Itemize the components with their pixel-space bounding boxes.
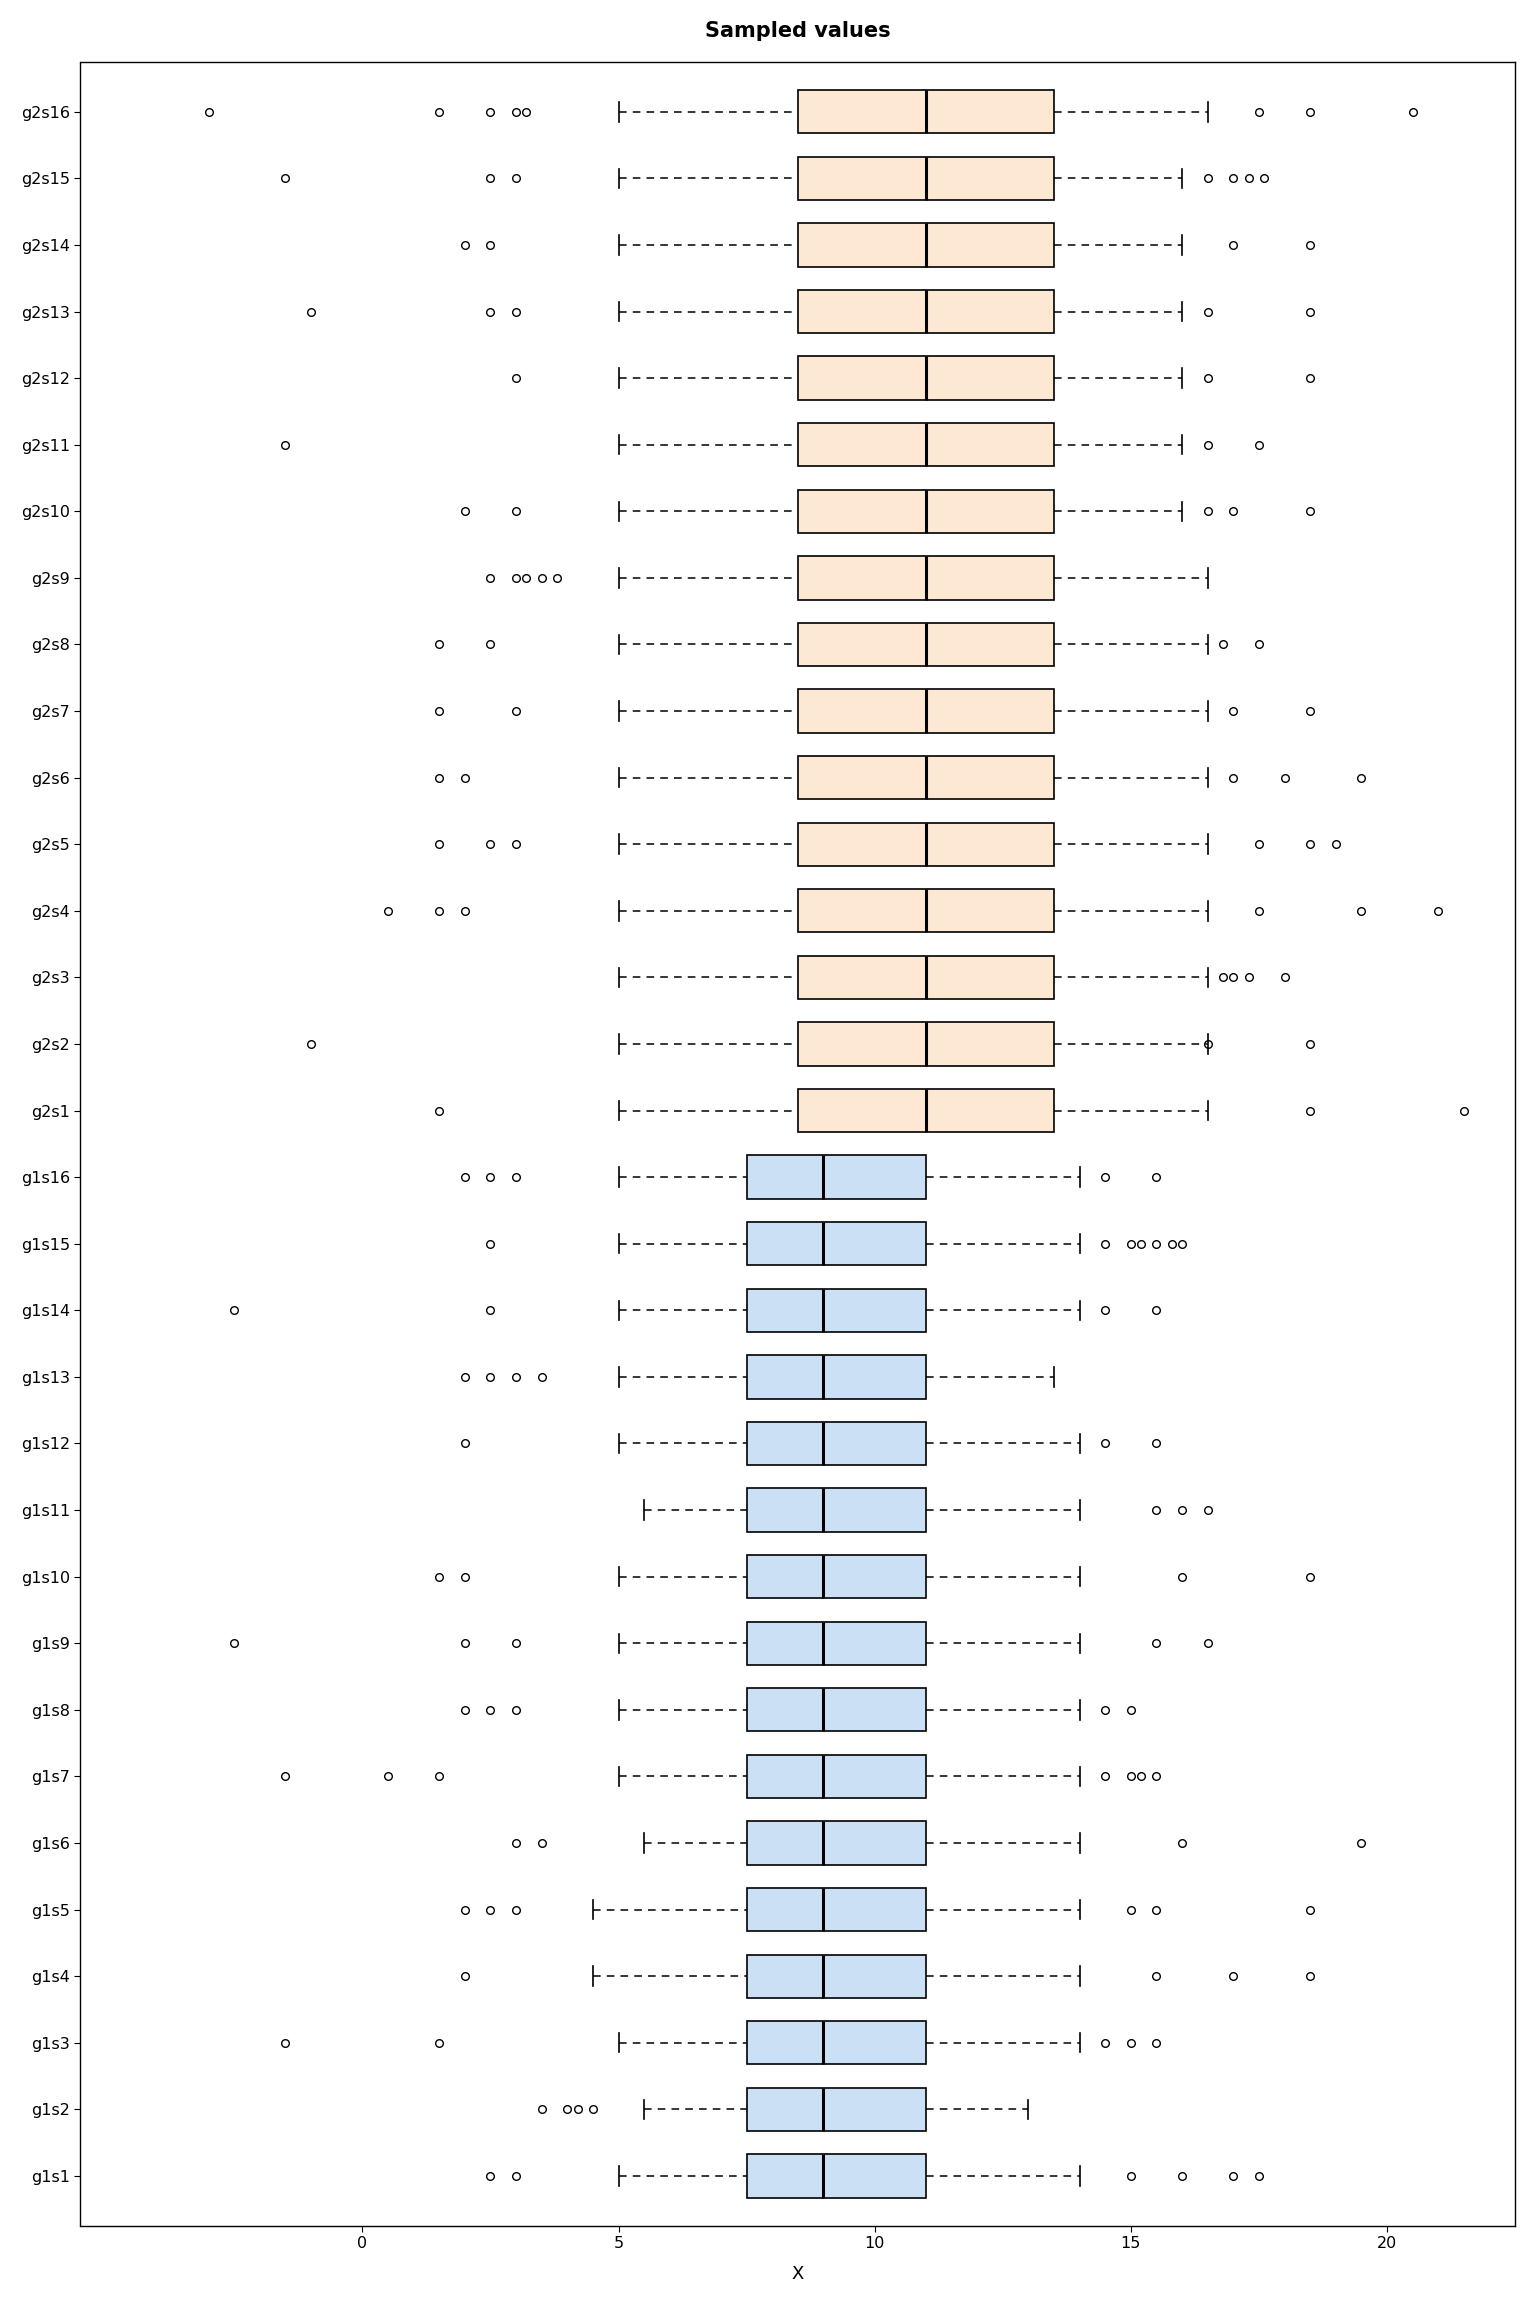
- Bar: [797, 424, 1054, 465]
- Bar: [746, 1157, 926, 1198]
- Bar: [746, 1689, 926, 1733]
- Bar: [797, 157, 1054, 200]
- Bar: [797, 1023, 1054, 1067]
- Bar: [746, 1756, 926, 1797]
- Bar: [746, 1954, 926, 1998]
- Bar: [746, 1622, 926, 1666]
- Bar: [746, 1488, 926, 1532]
- Bar: [797, 689, 1054, 733]
- Bar: [746, 2154, 926, 2198]
- Bar: [746, 1555, 926, 1599]
- Bar: [746, 2021, 926, 2064]
- Bar: [797, 622, 1054, 666]
- Bar: [797, 1090, 1054, 1131]
- Bar: [797, 290, 1054, 334]
- Bar: [797, 491, 1054, 532]
- Bar: [746, 1355, 926, 1399]
- Bar: [746, 1887, 926, 1931]
- Bar: [746, 1822, 926, 1864]
- Bar: [797, 889, 1054, 933]
- Bar: [797, 357, 1054, 401]
- Title: Sampled values: Sampled values: [705, 21, 891, 41]
- Bar: [746, 1422, 926, 1465]
- Bar: [797, 223, 1054, 267]
- Bar: [797, 756, 1054, 799]
- Bar: [797, 956, 1054, 1000]
- Bar: [797, 90, 1054, 134]
- Bar: [746, 1288, 926, 1332]
- Bar: [746, 2087, 926, 2131]
- Bar: [797, 555, 1054, 599]
- X-axis label: X: X: [791, 2265, 803, 2283]
- Bar: [797, 823, 1054, 866]
- Bar: [746, 1221, 926, 1265]
